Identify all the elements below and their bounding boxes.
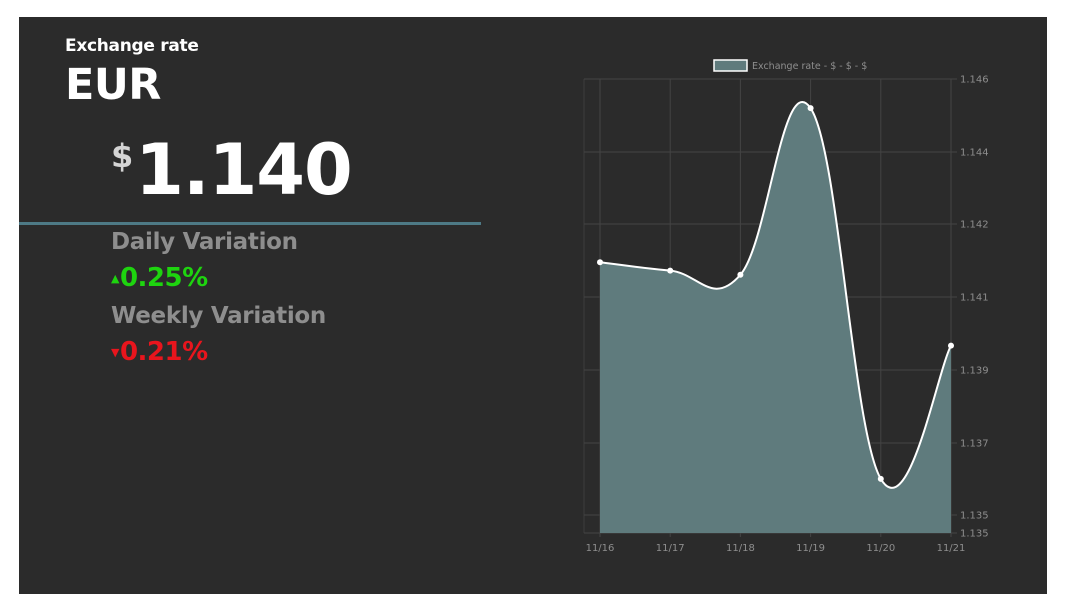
daily-variation-number: 0.25%	[119, 263, 208, 293]
exchange-rate-chart: Exchange rate - $ - $ - $ 11/16 11/17 11/1…	[583, 59, 989, 554]
chart-legend: Exchange rate - $ - $ - $	[713, 59, 867, 72]
divider	[19, 222, 481, 225]
x-tick-label: 11/20	[866, 543, 895, 554]
x-axis-labels: 11/16 11/17 11/18 11/19 11/20 11/21	[586, 543, 966, 554]
y-tick-label: 1.137	[960, 439, 989, 450]
y-tick-label: 1.146	[960, 75, 989, 86]
x-tick-label: 11/16	[586, 543, 615, 554]
currency-symbol: $	[111, 137, 134, 175]
y-axis-labels: 1.135 1.135 1.137 1.139 1.141 1.142 1.144 1.146	[960, 75, 989, 540]
y-tick-label: 1.139	[960, 366, 989, 377]
y-tick-label: 1.135	[960, 529, 989, 540]
series-area	[600, 102, 951, 534]
weekly-variation-label: Weekly Variation	[111, 303, 326, 329]
x-tick-label: 11/18	[726, 543, 755, 554]
currency-code: EUR	[65, 60, 161, 110]
daily-variation-value: ▲0.25%	[111, 263, 208, 293]
x-tick-label: 11/19	[796, 543, 825, 554]
data-point	[667, 267, 674, 274]
widget-title: Exchange rate	[65, 36, 199, 56]
daily-variation-label: Daily Variation	[111, 229, 298, 255]
x-tick-label: 11/21	[937, 543, 966, 554]
current-rate: $1.140	[111, 129, 353, 211]
data-point	[597, 259, 603, 266]
data-point	[807, 105, 814, 112]
legend-label: Exchange rate - $ - $ - $	[752, 61, 867, 72]
y-tick-label: 1.144	[960, 148, 989, 159]
y-tick-label: 1.135	[960, 511, 989, 522]
y-tick-label: 1.142	[960, 220, 989, 231]
caret-up-icon: ▲	[111, 272, 119, 285]
y-tick-label: 1.141	[960, 293, 989, 304]
weekly-variation-value: ▼0.21%	[111, 337, 208, 367]
data-point	[877, 475, 884, 482]
series-points	[597, 105, 954, 482]
caret-down-icon: ▼	[111, 346, 119, 359]
legend-swatch	[713, 59, 748, 72]
rate-value: 1.140	[135, 129, 352, 211]
data-point	[737, 271, 744, 278]
series-line	[599, 101, 952, 489]
data-point	[948, 342, 954, 349]
weekly-variation-number: 0.21%	[119, 337, 208, 367]
exchange-rate-panel: Exchange rate EUR $1.140 Daily Variation…	[19, 17, 1047, 594]
x-tick-label: 11/17	[656, 543, 685, 554]
